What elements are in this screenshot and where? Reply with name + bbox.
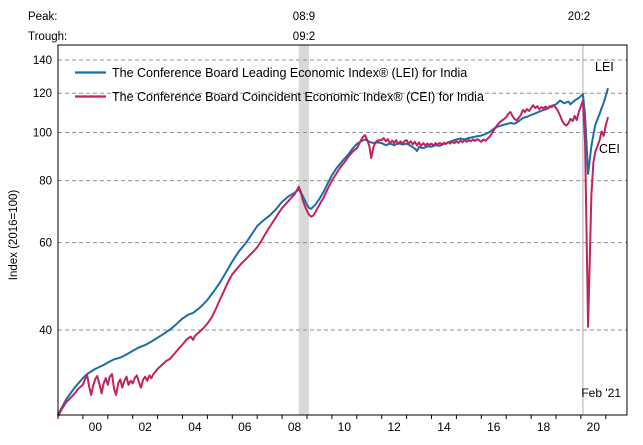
x-tick-label-10: 10 [338,420,352,434]
x-tick-label-08: 08 [288,420,302,434]
y-tick-label-120: 120 [33,88,52,100]
latest-peak-date: 20:2 [568,11,590,23]
x-tick-label-06: 06 [238,420,252,434]
x-tick-label-02: 02 [138,420,152,434]
y-axis-title: Index (2016=100) [8,190,20,281]
cei-series-label: CEI [599,142,620,156]
x-tick-label-14: 14 [437,420,451,434]
x-tick-label-00: 00 [89,420,103,434]
series-layer [57,87,609,418]
lei-series-label: LEI [595,60,614,74]
legend: The Conference Board Leading Economic In… [75,66,484,104]
series-line-cei [57,99,609,418]
x-tick-label-20: 20 [587,420,601,434]
y-tick-label-100: 100 [33,128,52,140]
recession-band [298,45,309,415]
x-tick-label-16: 16 [487,420,501,434]
x-tick-label-04: 04 [188,420,202,434]
trough-label: Trough: [28,31,67,43]
recession-trough-date: 09:2 [293,31,315,43]
peak-label: Peak: [28,11,57,23]
cei-legend-label: The Conference Board Coincident Economic… [112,90,484,104]
lei-legend-label: The Conference Board Leading Economic In… [112,66,467,80]
y-tick-label-80: 80 [39,176,52,188]
y-tick-label-40: 40 [39,325,52,337]
gridline-layer [58,59,627,331]
latest-month-label: Feb '21 [581,386,621,400]
x-tick-label-12: 12 [387,420,401,434]
plot-border [57,44,628,416]
axis-layer: 40 60 80 100 120 140 00 02 04 06 08 10 12 14 16 18 20 [33,55,607,434]
y-tick-label-140: 140 [33,55,52,67]
y-tick-label-60: 60 [39,238,52,250]
recession-peak-date: 08:9 [293,11,315,23]
x-tick-label-18: 18 [537,420,551,434]
series-line-lei [57,87,609,416]
